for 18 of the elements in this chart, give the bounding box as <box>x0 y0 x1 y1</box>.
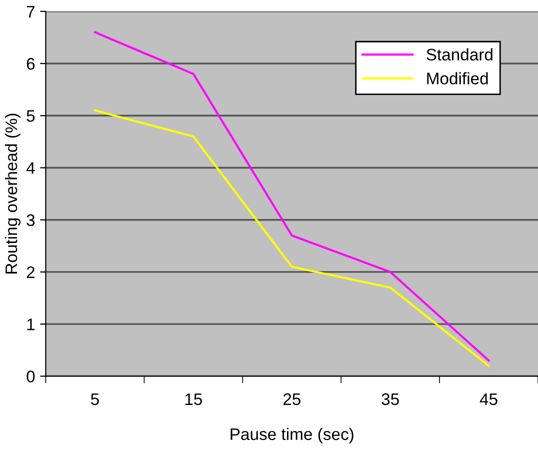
y-tick-label: 7 <box>26 6 34 18</box>
y-tick-label: 3 <box>26 214 35 226</box>
y-tick-label: 4 <box>26 162 35 174</box>
y-tick-label: 6 <box>26 58 35 70</box>
y-tick-label: 1 <box>27 318 34 330</box>
x-tick-label: 25 <box>283 393 300 406</box>
y-tick-label: 5 <box>26 110 35 122</box>
line-series <box>94 109 490 367</box>
legend-label: Standard <box>426 48 492 61</box>
x-tick-label: 5 <box>90 393 99 406</box>
y-axis-title: Routing overhead (%) <box>4 114 20 274</box>
y-tick-label: 0 <box>26 370 35 382</box>
y-tick-label: 2 <box>26 266 34 278</box>
x-tick-label: 35 <box>382 393 399 406</box>
legend-label: Modified <box>427 72 488 84</box>
x-tick-label: 15 <box>185 393 202 406</box>
x-axis-title: Pause time (sec) <box>230 428 354 444</box>
x-tick-label: 45 <box>480 393 498 406</box>
